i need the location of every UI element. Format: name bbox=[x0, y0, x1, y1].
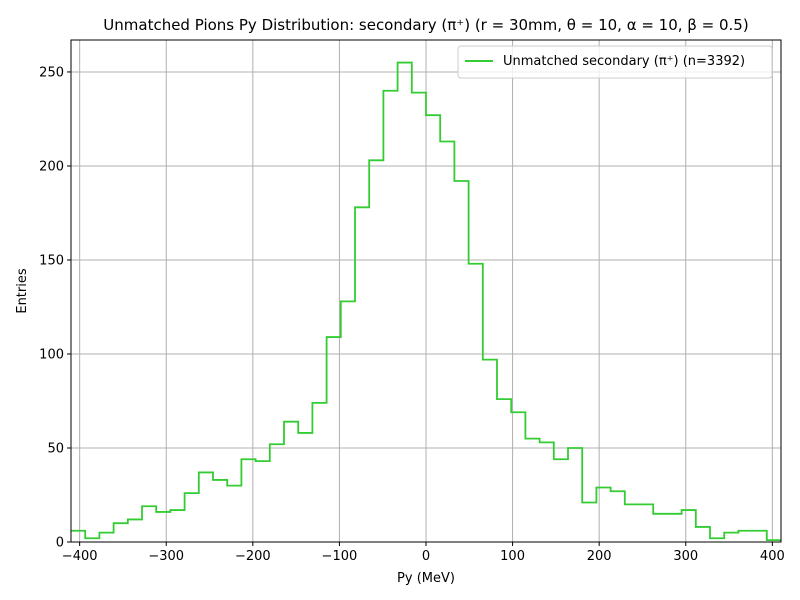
x-tick-label: 200 bbox=[587, 549, 612, 564]
x-tick-label: −100 bbox=[322, 549, 358, 564]
grid-lines bbox=[71, 40, 781, 543]
x-axis-label: Py (MeV) bbox=[397, 571, 455, 586]
chart-title: Unmatched Pions Py Distribution: seconda… bbox=[103, 16, 748, 34]
x-tick-label: −300 bbox=[148, 549, 184, 564]
y-axis-ticks: 0 50 100 150 200 250 bbox=[39, 65, 71, 551]
legend: Unmatched secondary (π⁺) (n=3392) bbox=[457, 45, 773, 79]
y-tick-label: 100 bbox=[39, 347, 64, 362]
y-tick-label: 250 bbox=[39, 65, 64, 80]
y-axis-label: Entries bbox=[15, 268, 30, 314]
legend-entry-label: Unmatched secondary (π⁺) (n=3392) bbox=[503, 54, 745, 69]
x-tick-label: −400 bbox=[62, 549, 98, 564]
x-tick-label: 400 bbox=[760, 549, 785, 564]
x-tick-label: 300 bbox=[673, 549, 698, 564]
x-axis-ticks: −400 −300 −200 −100 0 100 200 300 400 bbox=[62, 542, 785, 564]
x-tick-label: 0 bbox=[422, 549, 430, 564]
legend-box bbox=[457, 45, 773, 79]
x-tick-label: −200 bbox=[235, 549, 271, 564]
y-tick-label: 0 bbox=[56, 536, 64, 551]
x-tick-label: 100 bbox=[500, 549, 525, 564]
y-tick-label: 200 bbox=[39, 159, 64, 174]
series-layer bbox=[71, 61, 781, 542]
y-tick-label: 150 bbox=[39, 253, 64, 268]
series-step-line bbox=[71, 61, 781, 542]
y-tick-label: 50 bbox=[47, 441, 64, 456]
